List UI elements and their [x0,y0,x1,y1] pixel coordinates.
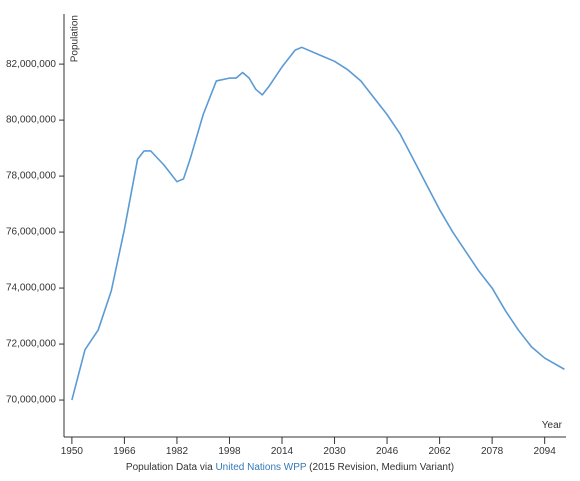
y-tick-label: 74,000,000 [6,283,56,294]
x-axis-label: Year [542,420,563,431]
x-tick-label: 2030 [323,446,346,455]
x-tick-label: 2014 [271,446,294,455]
x-tick-label: 2046 [376,446,399,455]
population-line [71,46,565,401]
x-tick-label: 1950 [61,446,84,455]
page: {"chart_data": {"type": "line", "y_label… [5,14,566,473]
x-tick-label: 1982 [166,446,189,455]
source-prefix: Population Data via [125,462,216,473]
x-tick-label: 1998 [218,446,241,455]
x-tick-label: 2062 [428,446,451,455]
y-tick-label: 76,000,000 [6,227,56,238]
y-tick-label: 82,000,000 [6,59,56,70]
source-suffix: (2015 Revision, Medium Variant) [306,462,455,473]
x-tick-label: 1966 [113,446,136,455]
x-tick-label: 2078 [481,446,504,455]
x-tick-label: 2094 [534,446,557,455]
y-tick-label: 78,000,000 [6,171,56,182]
source-note: Population Data via United Nations WPP (… [0,462,580,473]
y-axis-label: Population [70,15,81,62]
chart: Population Year 70,000,000 72,000,000 74,0… [6,14,566,455]
y-tick-label: 70,000,000 [6,395,56,406]
y-tick-label: 72,000,000 [6,339,56,350]
y-tick-label: 80,000,000 [6,115,56,126]
source-link[interactable]: United Nations WPP [215,462,307,473]
